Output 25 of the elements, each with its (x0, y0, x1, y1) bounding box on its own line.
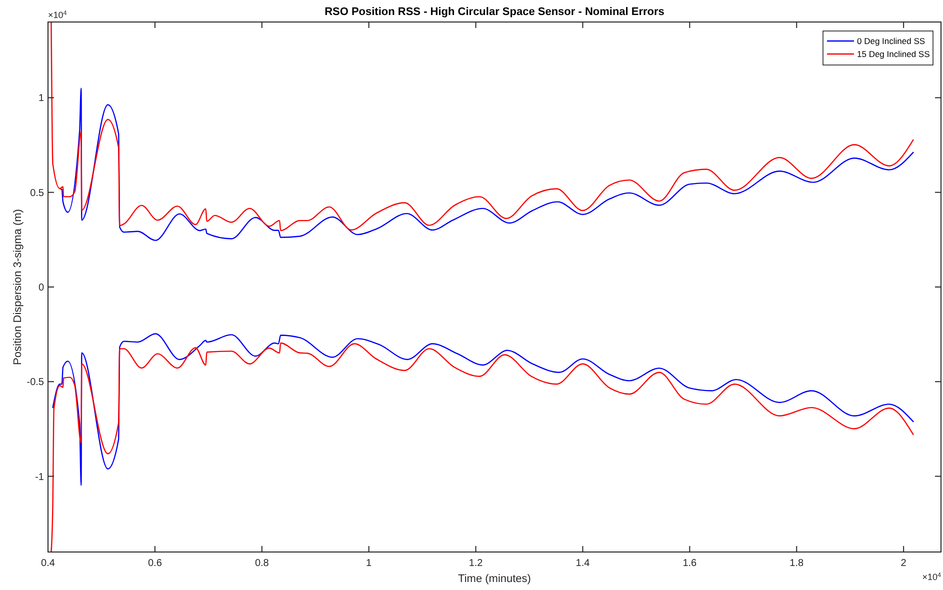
y-tick-label: 1 (38, 93, 44, 104)
chart-title: RSO Position RSS - High Circular Space Sensor - Nominal Errors (324, 6, 664, 18)
line-series (59, 88, 914, 242)
x-tick-label: 1.8 (790, 558, 804, 569)
y-tick-label: -0.5 (26, 377, 44, 388)
x-tick-label: 0.6 (148, 558, 162, 569)
x-tick-label: 1 (366, 558, 372, 569)
x-tick-label: 1.2 (468, 558, 484, 569)
x-tick-label: 1.6 (682, 558, 698, 569)
x-tick-label: 2 (900, 558, 907, 569)
y-tick-label: 0 (38, 282, 44, 294)
line-series (52, 333, 914, 486)
x-tick-label: 1.4 (576, 558, 590, 569)
y-tick-label: -1 (35, 472, 44, 483)
y-tick-label: 0.5 (30, 188, 44, 199)
text: ×10$^{4}$ (922, 572, 942, 582)
line-series (50, 342, 914, 552)
x-axis-title: Time (minutes) (458, 573, 531, 585)
x-tick-label: 0.4 (41, 558, 56, 569)
line-series (50, 22, 914, 232)
text: ×10$^{4}$ (48, 10, 68, 20)
x-tick-label: 0.8 (254, 558, 270, 569)
legend-label: 15 Deg Inclined SS (857, 49, 930, 59)
y-axis-title: Position Dispersion 3-sigma (m) (12, 209, 24, 365)
legend-label: 0 Deg Inclined SS (857, 36, 926, 46)
